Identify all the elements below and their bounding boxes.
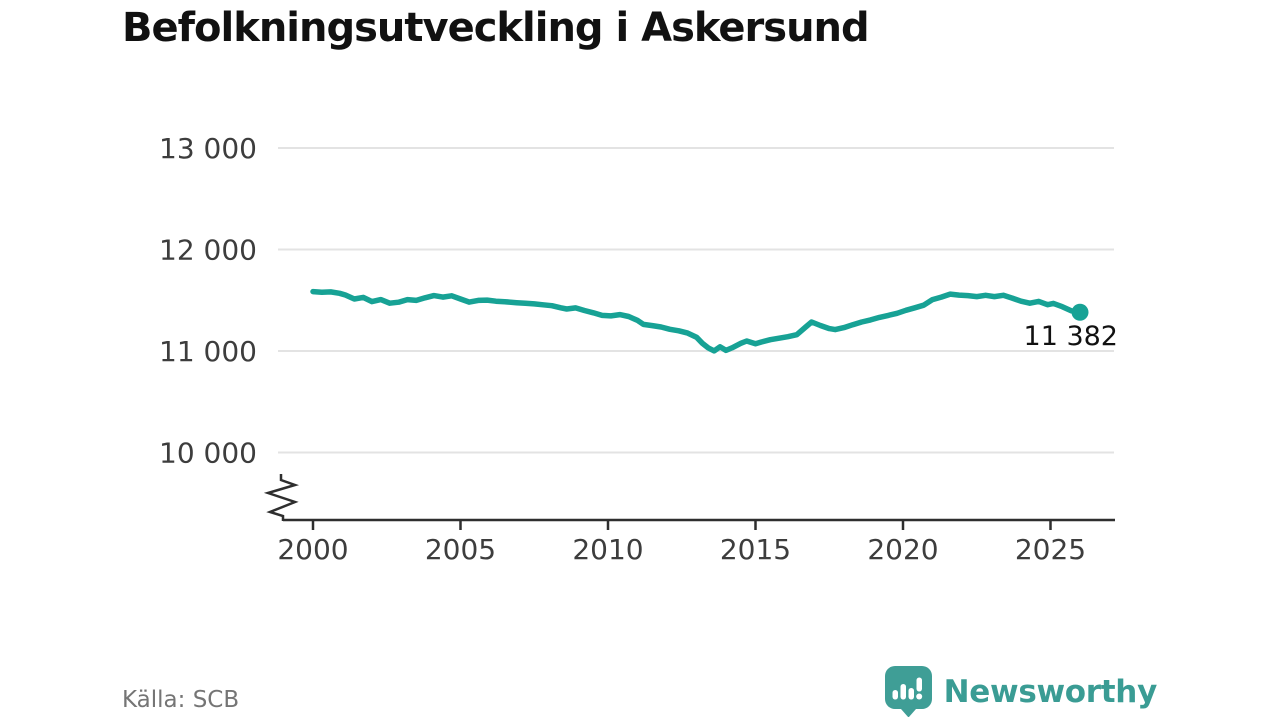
x-tick-label: 2015 — [720, 533, 791, 566]
axis-break-icon — [263, 474, 300, 521]
end-point-marker — [1071, 303, 1089, 321]
newsworthy-logo-text: Newsworthy — [943, 673, 1158, 710]
x-tick-label: 2010 — [572, 533, 643, 566]
population-line — [310, 288, 1083, 354]
y-tick-label: 10 000 — [159, 437, 257, 470]
newsworthy-logo-icon — [884, 666, 932, 717]
x-tick-label: 2025 — [1015, 533, 1086, 566]
newsworthy-logo: Newsworthy — [884, 666, 1158, 717]
y-tick-label: 13 000 — [159, 132, 257, 165]
source-caption: Källa: SCB — [122, 687, 240, 713]
chart-title: Befolkningsutveckling i Askersund — [122, 5, 870, 51]
x-tick-label: 2000 — [277, 533, 348, 566]
y-tick-label: 12 000 — [159, 234, 257, 267]
population-line-chart: 13 000 12 000 11 000 10 000 2000 2005 2010 2015… — [159, 132, 1118, 566]
y-tick-label: 11 000 — [159, 335, 257, 368]
end-value-label: 11 382 — [1024, 321, 1118, 352]
x-tick-label: 2005 — [425, 533, 496, 566]
x-tick-label: 2020 — [867, 533, 938, 566]
